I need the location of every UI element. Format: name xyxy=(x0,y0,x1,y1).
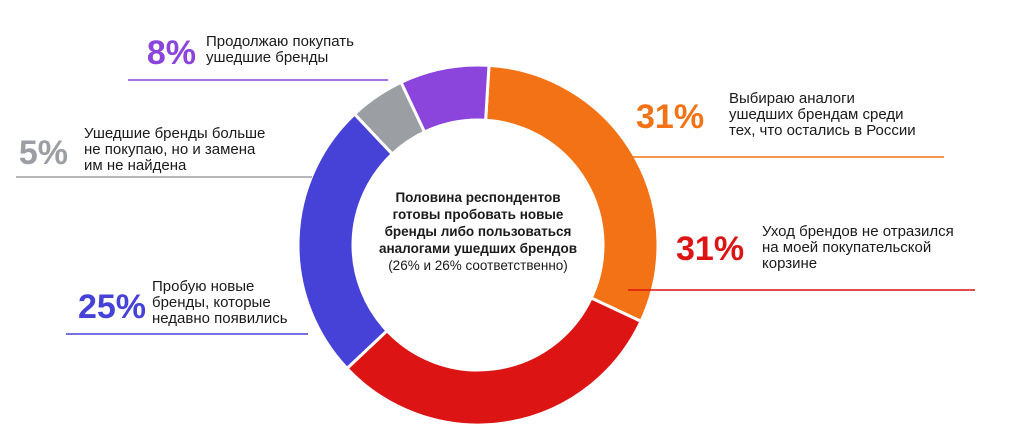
slice-percent-label: 8% xyxy=(147,34,196,72)
slice-percent-label: 31% xyxy=(676,230,744,268)
slice-percent-label: 31% xyxy=(636,98,704,136)
slice-category-label: Пробую новые бренды, которые недавно появи… xyxy=(152,278,288,327)
slice-labels: 31% Выбираю аналоги ушедших брендам среди т… xyxy=(19,33,954,327)
donut-slice xyxy=(344,296,643,427)
slice-percent-label: 5% xyxy=(19,134,68,172)
center-text: Половина респондентов готовы пробовать но… xyxy=(379,190,577,273)
slice-category-label: Выбираю аналоги ушедших брендам среди тех,… xyxy=(729,90,916,139)
slice-category-label: Уход брендов не отразился на моей покупат… xyxy=(762,223,954,272)
leader-lines xyxy=(16,79,975,335)
slice-category-label: Ушедшие бренды больше не покупаю, но и за… xyxy=(84,125,265,174)
donut-slice xyxy=(484,63,660,324)
donut-slices xyxy=(296,63,660,427)
donut-slice xyxy=(399,63,491,134)
center-annotation: Половина респондентов готовы пробовать но… xyxy=(379,190,577,273)
slice-category-label: Продолжаю покупать ушедшие бренды xyxy=(206,33,354,66)
slice-percent-label: 25% xyxy=(78,288,146,326)
